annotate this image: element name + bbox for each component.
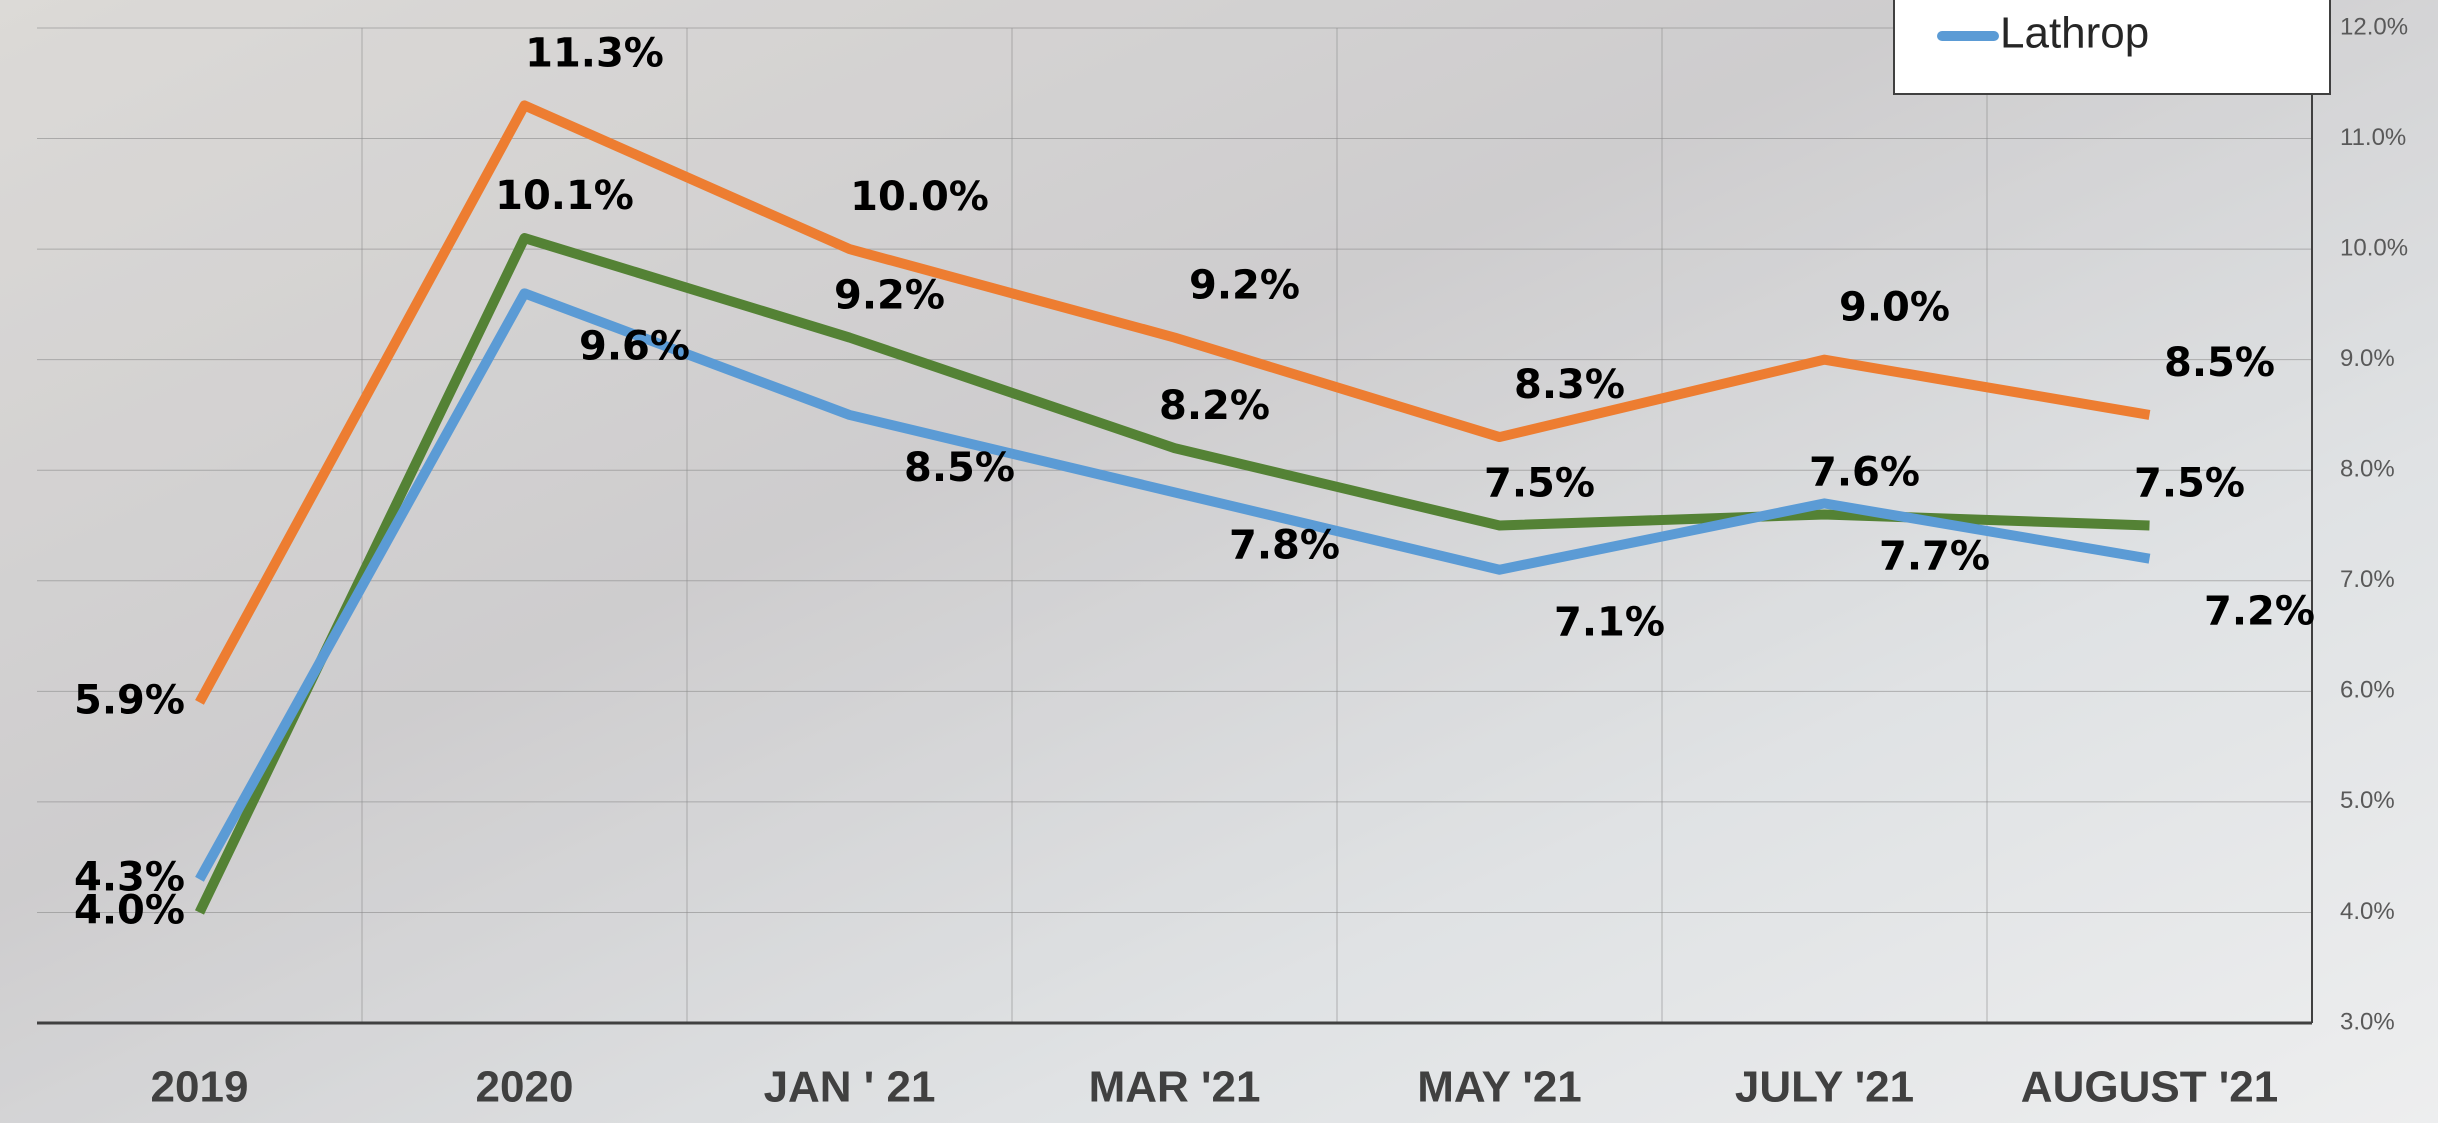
data-label: 11.3% [525, 30, 664, 76]
data-label: 7.7% [1879, 533, 1990, 579]
data-label: 7.5% [1484, 461, 1595, 507]
data-label: 10.1% [495, 173, 634, 219]
y-tick-label: 6.0% [2340, 677, 2395, 704]
data-label: 7.1% [1554, 600, 1665, 646]
data-label: 9.2% [1189, 263, 1300, 309]
y-tick-label: 4.0% [2340, 898, 2395, 925]
data-label: 5.9% [74, 677, 185, 723]
x-tick-label: MAY '21 [1417, 1063, 1582, 1112]
y-tick-label: 5.0% [2340, 787, 2395, 814]
y-tick-label: 11.0% [2340, 124, 2406, 151]
data-label: 7.6% [1809, 449, 1920, 495]
x-tick-label: MAR '21 [1089, 1063, 1261, 1112]
y-tick-label: 9.0% [2340, 345, 2395, 372]
data-label: 8.5% [904, 445, 1015, 491]
x-tick-label: JAN ' 21 [764, 1063, 936, 1112]
y-tick-label: 12.0% [2340, 13, 2408, 40]
legend-label: Lathrop [2000, 9, 2149, 58]
data-label: 9.6% [579, 323, 690, 369]
data-label: 8.2% [1159, 383, 1270, 429]
data-label: 8.3% [1514, 362, 1625, 408]
x-tick-label: JULY '21 [1735, 1063, 1914, 1112]
y-tick-label: 10.0% [2340, 234, 2408, 261]
data-label: 4.3% [74, 854, 185, 900]
y-tick-label: 3.0% [2340, 1008, 2395, 1035]
y-tick-label: 8.0% [2340, 456, 2395, 483]
y-tick-label: 7.0% [2340, 566, 2395, 593]
data-label: 10.0% [850, 174, 989, 220]
data-label: 9.2% [834, 273, 945, 319]
data-label: 7.8% [1229, 522, 1340, 568]
data-label: 7.2% [2204, 589, 2315, 635]
data-label: 7.5% [2134, 461, 2245, 507]
data-label: 8.5% [2164, 340, 2275, 386]
x-tick-label: 2020 [476, 1063, 574, 1112]
data-label: 9.0% [1839, 285, 1950, 331]
x-tick-label: AUGUST '21 [2021, 1063, 2278, 1112]
chart: 3.0% 4.0% 5.0% 6.0% 7.0% 8.0% 9.0% 10.0% 11.0% 12… [0, 0, 2438, 1123]
x-tick-label: 2019 [151, 1063, 249, 1112]
